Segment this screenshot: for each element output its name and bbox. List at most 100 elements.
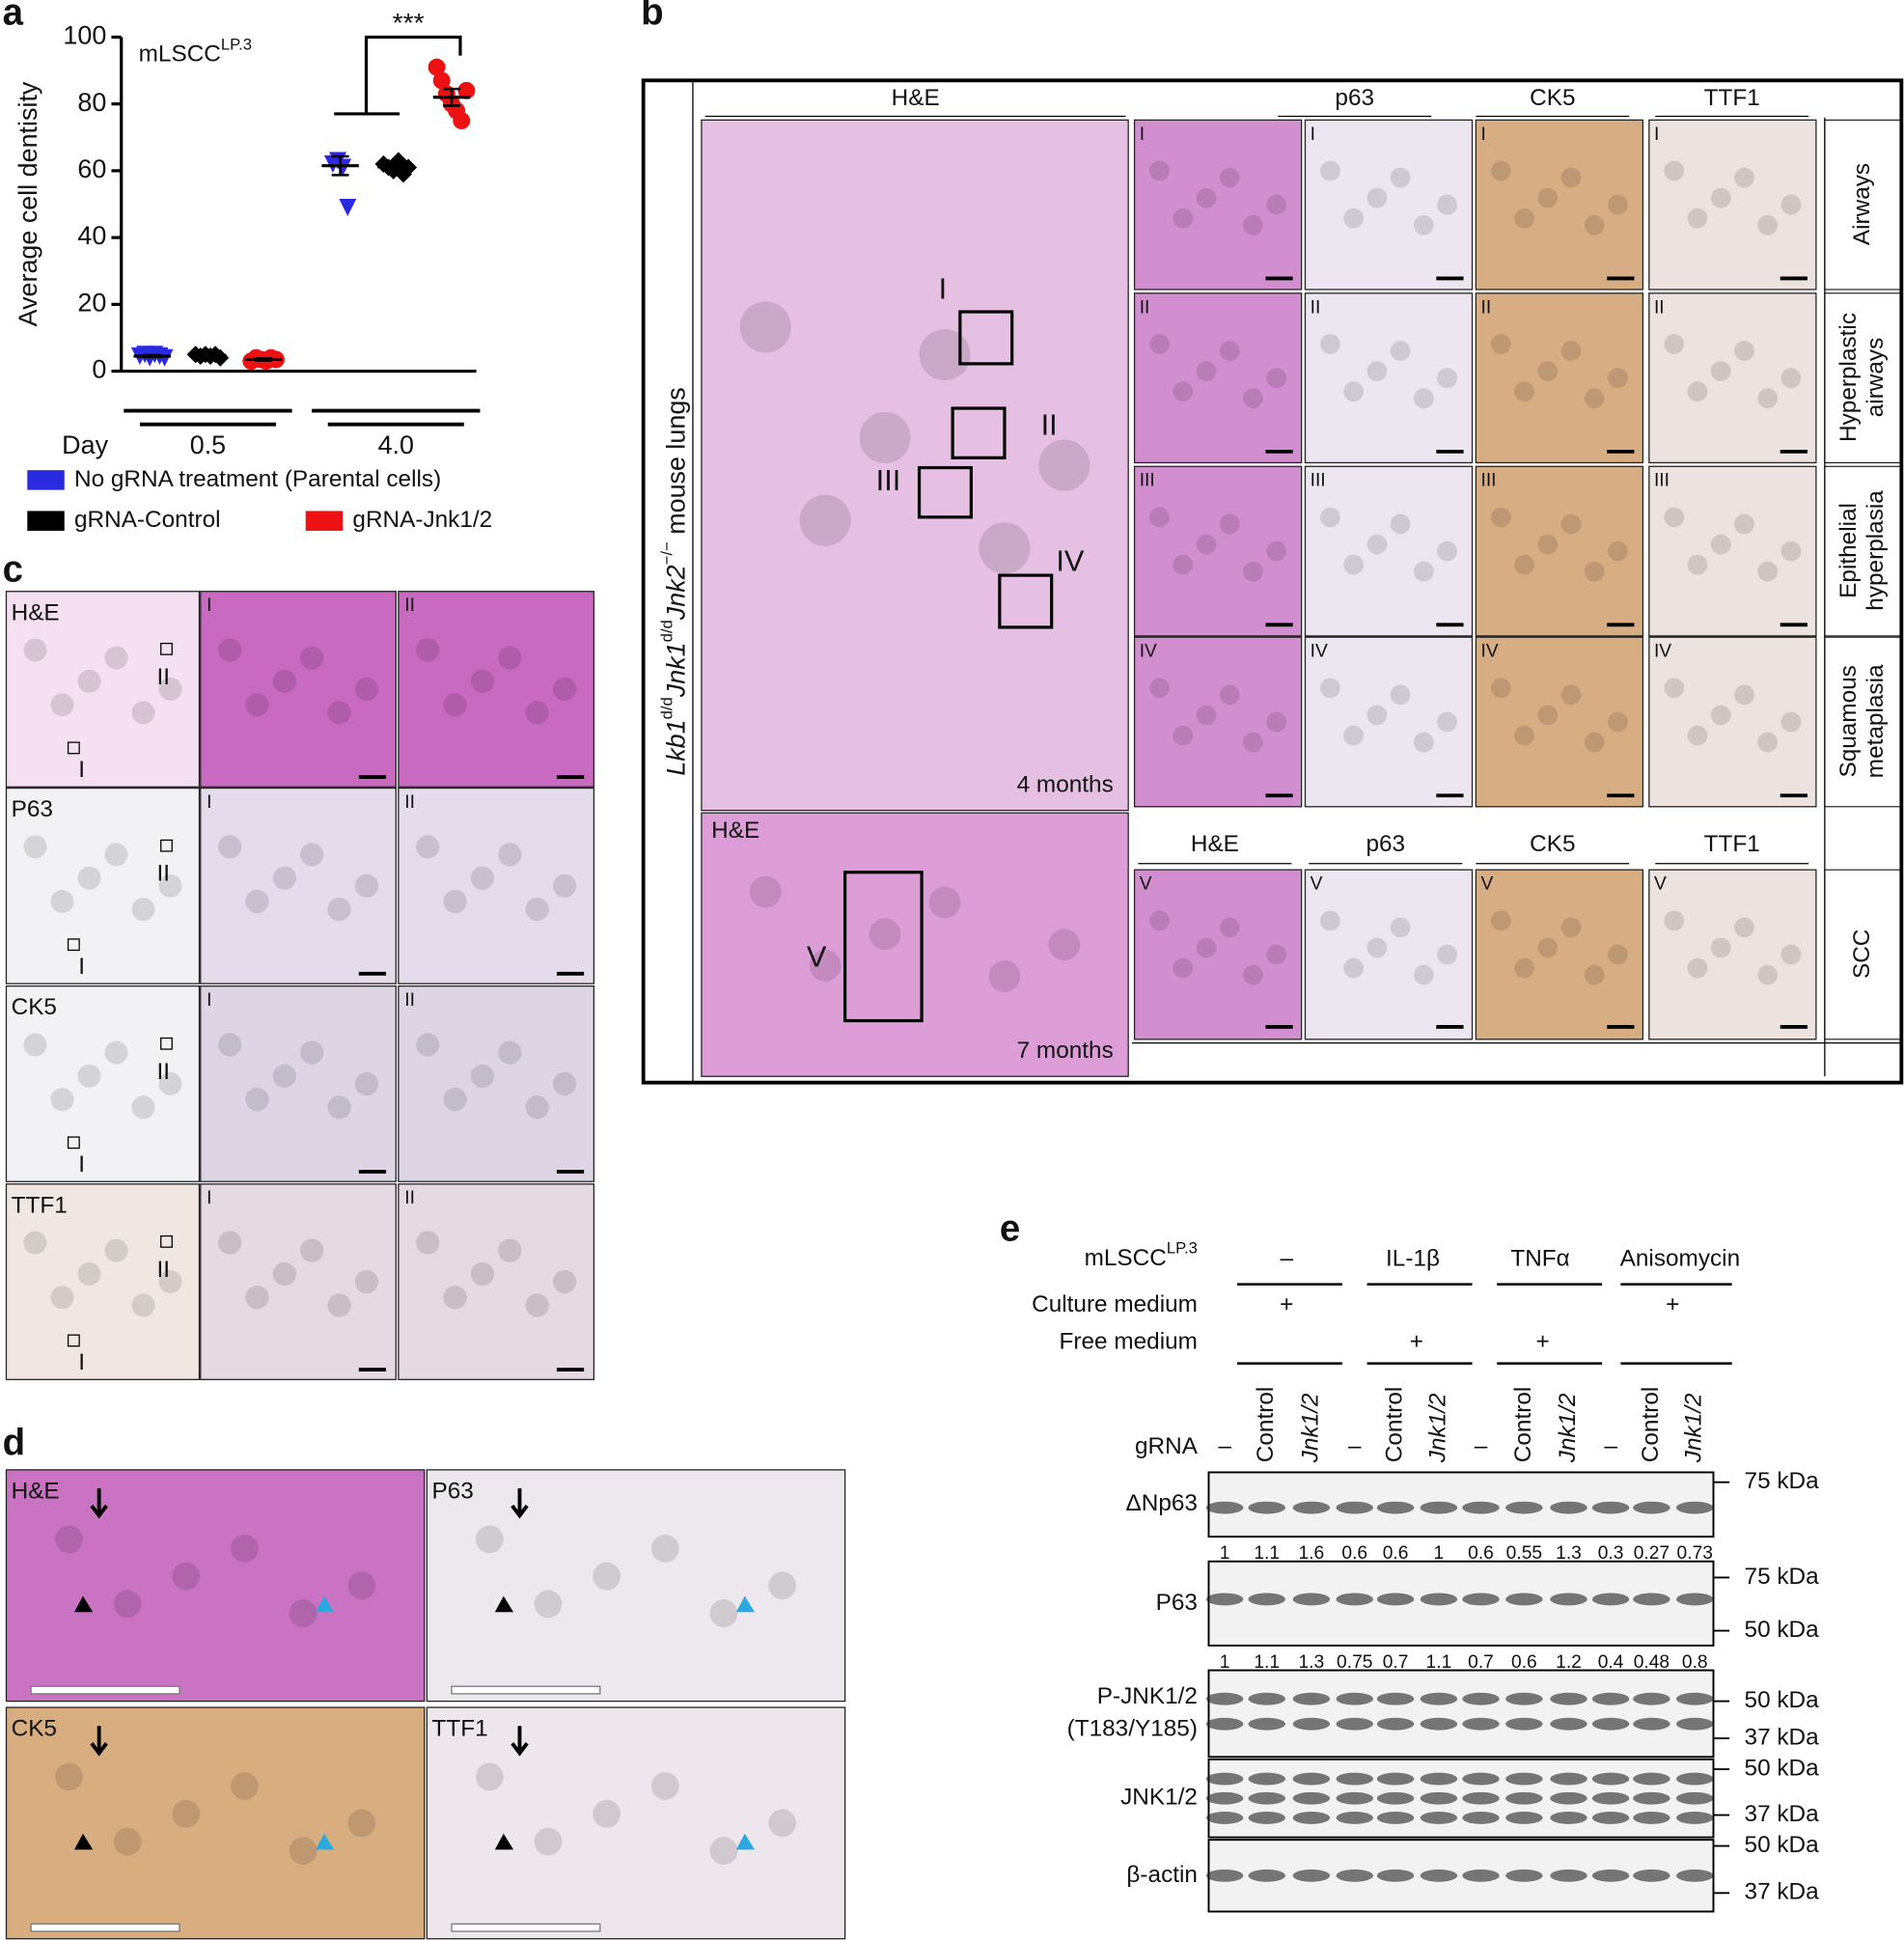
cell	[1343, 554, 1365, 575]
cell	[289, 1837, 317, 1866]
cell	[1366, 705, 1388, 726]
band	[1376, 1772, 1415, 1786]
tile-label: IV	[1654, 642, 1671, 662]
band	[1676, 1791, 1714, 1805]
scale-bar	[451, 1685, 601, 1695]
cell	[1757, 964, 1779, 985]
cell	[768, 1809, 797, 1838]
treatment-label: Anisomycin	[1620, 1245, 1740, 1271]
band	[1376, 1869, 1415, 1882]
cell	[1219, 513, 1240, 535]
y-tick-label: 60	[77, 154, 106, 183]
cell	[50, 1286, 74, 1310]
band	[1248, 1791, 1285, 1805]
tile-label: I	[207, 792, 211, 813]
band	[1462, 1593, 1500, 1606]
region-label: I	[78, 1151, 85, 1178]
marker-label: 37 kDa	[1745, 1801, 1820, 1827]
cell	[498, 646, 522, 670]
cell	[1413, 388, 1434, 409]
cell	[1149, 334, 1170, 354]
tile-label: IV	[1140, 642, 1157, 662]
micrograph	[1133, 292, 1303, 464]
cell	[354, 677, 379, 702]
cell	[593, 1799, 621, 1828]
cell	[158, 873, 182, 898]
cell	[131, 898, 155, 922]
band	[1505, 1692, 1543, 1705]
cell	[1780, 368, 1802, 388]
band	[1633, 1692, 1670, 1705]
x-tick-label: 4.0	[378, 430, 414, 459]
cell	[77, 866, 101, 890]
data-point	[155, 348, 174, 367]
cell	[1320, 678, 1340, 699]
band	[1336, 1812, 1373, 1824]
column-header: TTF1	[1704, 831, 1760, 857]
cell	[300, 1040, 324, 1065]
region-label: II	[157, 1257, 171, 1283]
condition-label: Culture medium	[1032, 1291, 1198, 1317]
cell	[104, 843, 128, 867]
cell	[1780, 711, 1802, 733]
cell	[1780, 540, 1802, 562]
band	[1462, 1772, 1500, 1786]
cell	[1149, 160, 1170, 181]
cell	[1413, 964, 1434, 985]
region-box	[160, 642, 173, 655]
quant-value: 1.6	[1299, 1543, 1325, 1564]
quant-value: 1.1	[1254, 1543, 1280, 1564]
row-label: H&E	[12, 599, 60, 625]
row-label-box	[1824, 636, 1902, 808]
cell	[158, 678, 182, 702]
band	[1205, 1812, 1244, 1824]
cell	[979, 522, 1031, 574]
cell	[1173, 381, 1194, 402]
cell	[1608, 368, 1628, 388]
band	[1550, 1501, 1587, 1514]
band	[1676, 1869, 1714, 1882]
band	[1591, 1812, 1630, 1824]
cell	[534, 1590, 563, 1619]
region-label: I	[939, 271, 948, 305]
cell	[1687, 381, 1708, 402]
band	[1505, 1593, 1543, 1606]
cell	[1514, 554, 1534, 575]
condition-label: Free medium	[1060, 1328, 1198, 1354]
band	[1205, 1593, 1244, 1606]
band	[1336, 1869, 1373, 1882]
scale-bar	[451, 1923, 601, 1932]
micrograph	[5, 591, 201, 788]
cell	[1584, 964, 1605, 985]
micrograph	[200, 1183, 397, 1380]
cell	[1664, 160, 1685, 181]
cell	[77, 1064, 101, 1088]
cell	[416, 1231, 440, 1255]
error-bar	[331, 154, 349, 177]
band	[1336, 1692, 1373, 1705]
arrowhead	[74, 1595, 94, 1613]
band	[1292, 1869, 1331, 1882]
micrograph	[701, 119, 1129, 812]
cell	[709, 1837, 738, 1866]
arrowhead	[735, 1595, 756, 1613]
cell	[23, 638, 47, 662]
cell	[347, 1571, 376, 1600]
band	[1633, 1593, 1670, 1606]
cell	[217, 1231, 242, 1255]
tile-label: I	[1311, 125, 1315, 145]
cell	[104, 1238, 128, 1262]
y-tick-label: 40	[77, 221, 106, 250]
data-point	[457, 81, 476, 99]
cell	[1196, 361, 1217, 381]
micrograph	[5, 1469, 426, 1703]
marker-label: 50 kDa	[1745, 1687, 1820, 1713]
quant-value: 0.4	[1598, 1652, 1624, 1673]
cell	[443, 889, 467, 914]
row-label: metaplasia	[1863, 664, 1889, 778]
chart-title: mLSCCLP.3	[139, 36, 252, 68]
arrowhead	[315, 1833, 335, 1850]
band	[1505, 1717, 1543, 1731]
micrograph	[200, 591, 397, 788]
